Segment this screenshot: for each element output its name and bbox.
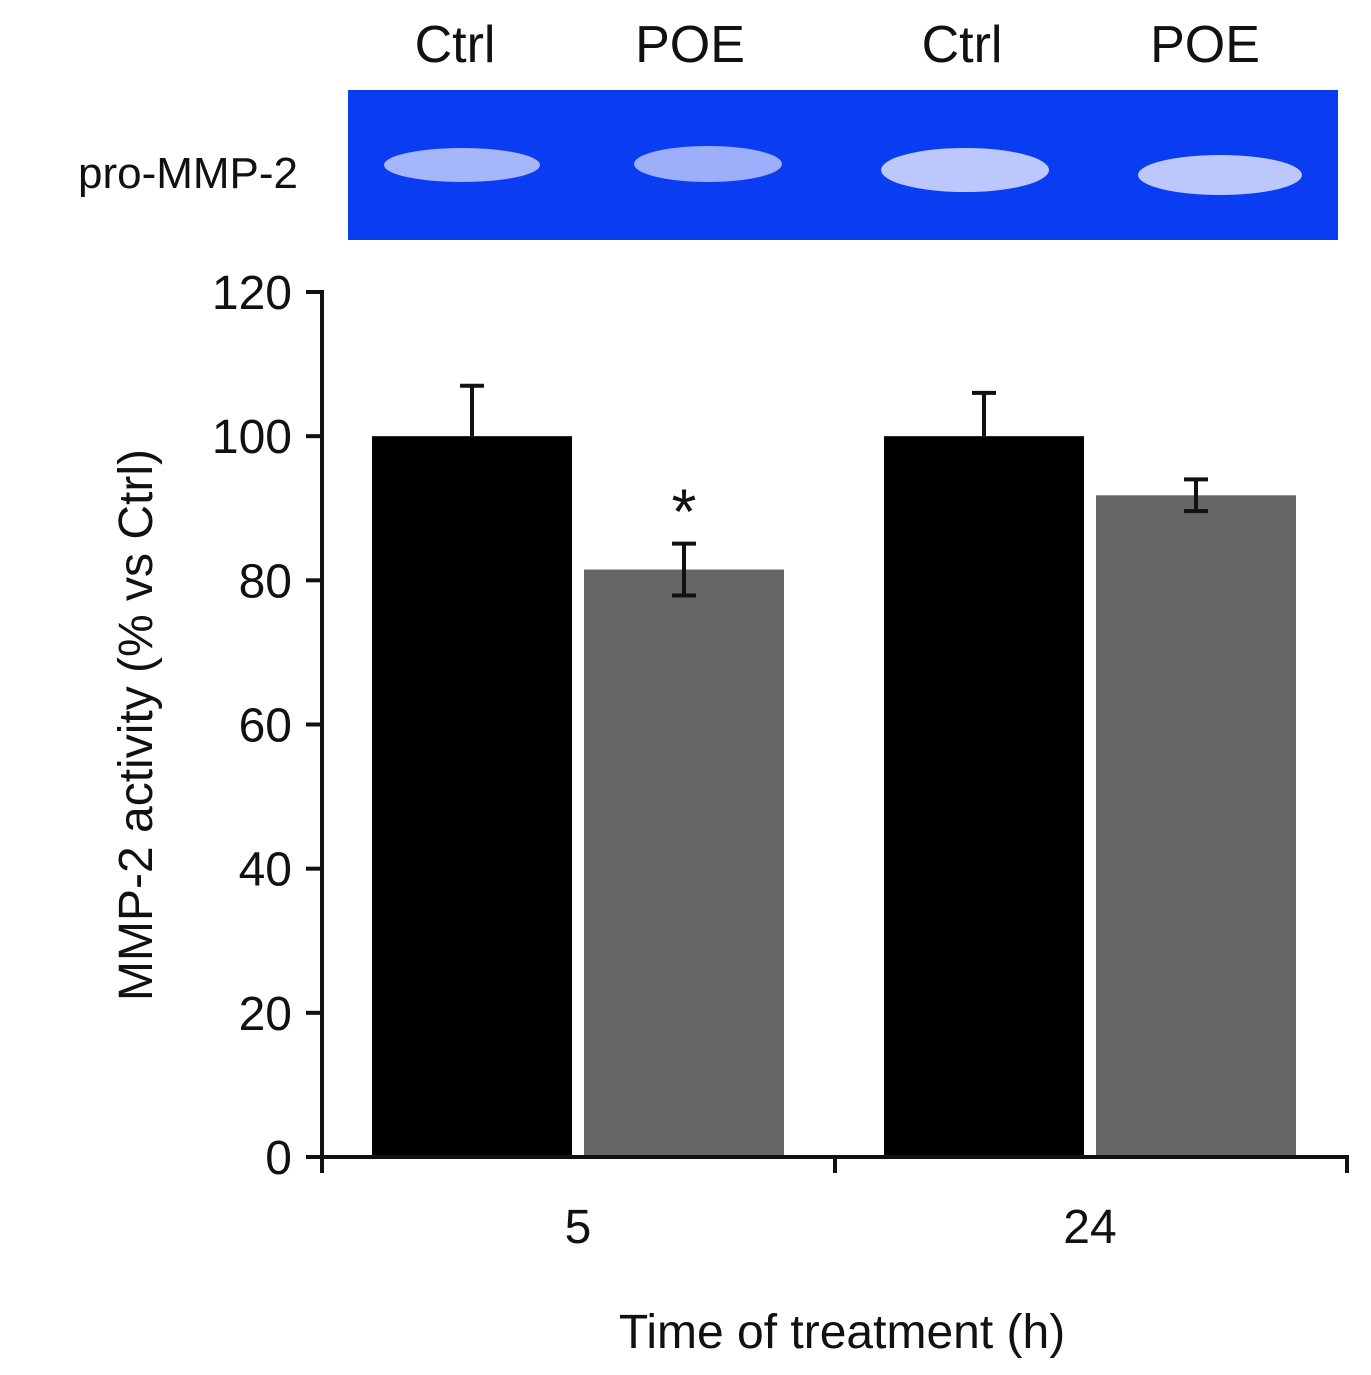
gel-lane-label: Ctrl — [415, 16, 496, 74]
gel-band — [1138, 155, 1302, 195]
y-tick-label: 80 — [239, 555, 292, 608]
gel-band — [634, 146, 782, 182]
y-tick-label: 60 — [239, 700, 292, 753]
annotations: * — [672, 476, 697, 548]
x-ticks: 5 24 — [320, 1157, 1349, 1254]
error-bars — [460, 383, 1208, 598]
gel-lane-label: POE — [635, 16, 745, 74]
gel-lane-label: Ctrl — [922, 16, 1003, 74]
y-tick-label: 120 — [212, 267, 292, 320]
y-tick-label: 40 — [239, 844, 292, 897]
x-tick-label: 5 — [565, 1201, 592, 1254]
gel-band — [384, 148, 540, 182]
bar-chart: * 0 20 40 60 80 100 120 5 24 MMP-2 activity (% … — [110, 267, 1349, 1359]
y-axis-title: MMP-2 activity (% vs Ctrl) — [110, 449, 163, 1001]
bar — [1096, 495, 1296, 1157]
gel-lane-label: POE — [1150, 16, 1260, 74]
bar — [372, 436, 572, 1158]
gel-bands — [384, 146, 1302, 195]
bar — [884, 436, 1084, 1158]
gel-panel: Ctrl POE Ctrl POE pro-MMP-2 — [78, 16, 1338, 240]
bar — [584, 569, 784, 1157]
gel-band — [881, 148, 1049, 192]
gel-row-label: pro-MMP-2 — [78, 149, 298, 198]
y-ticks: 0 20 40 60 80 100 120 — [212, 267, 322, 1185]
y-tick-label: 100 — [212, 411, 292, 464]
x-tick-label: 24 — [1063, 1201, 1116, 1254]
bars — [372, 436, 1296, 1158]
y-tick-label: 0 — [265, 1132, 292, 1185]
y-tick-label: 20 — [239, 988, 292, 1041]
x-axis-title: Time of treatment (h) — [619, 1306, 1065, 1359]
significance-marker: * — [672, 476, 697, 548]
